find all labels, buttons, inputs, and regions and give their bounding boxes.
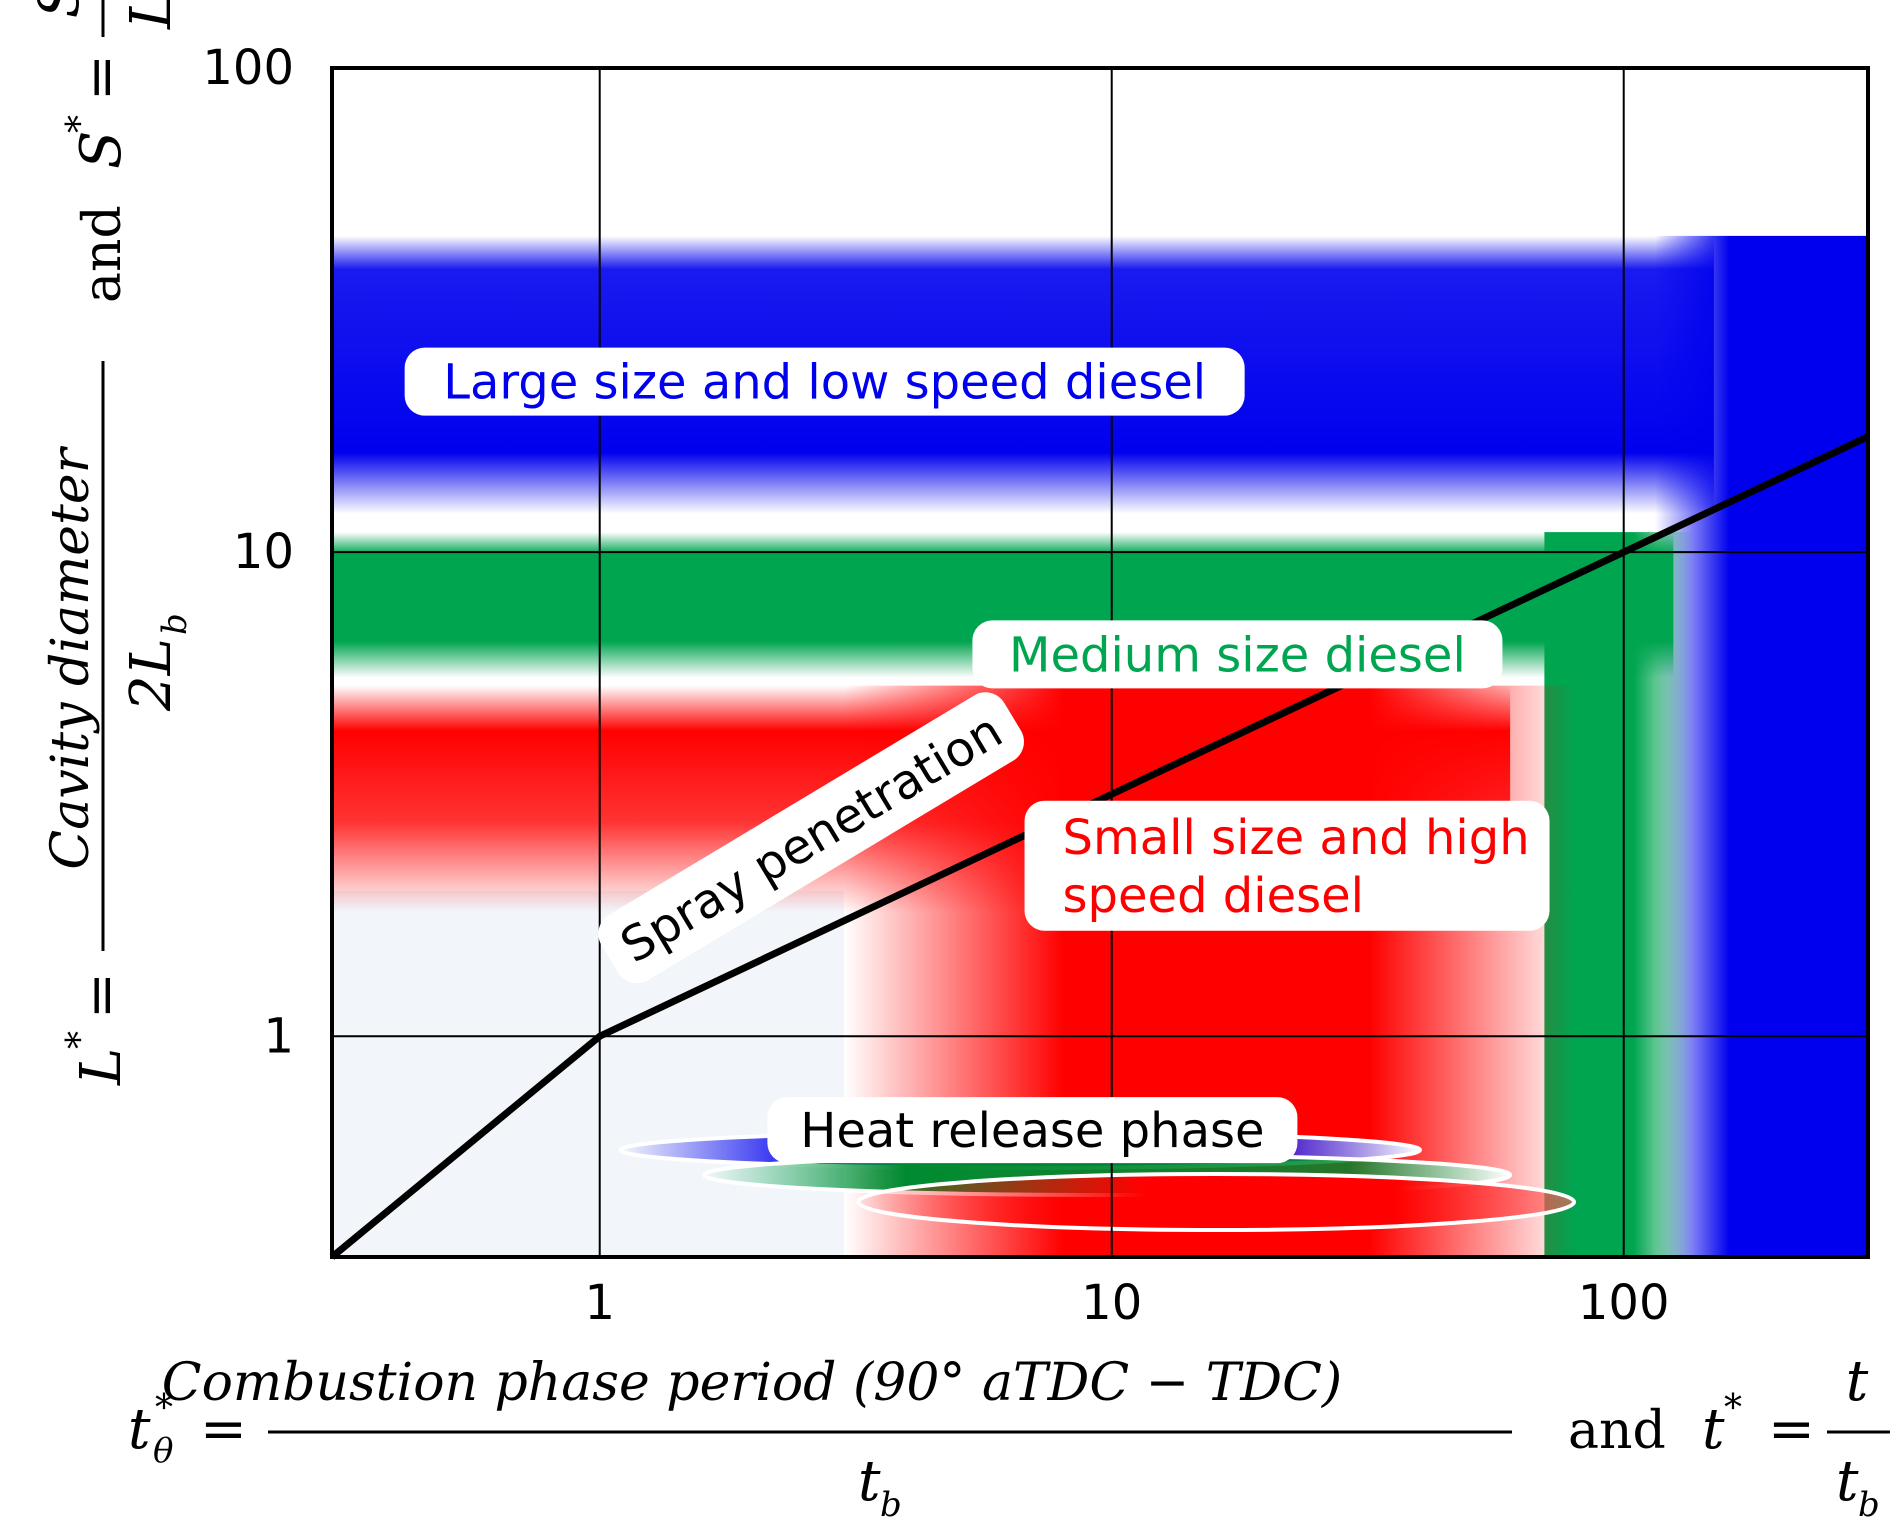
y-tick-label: 100	[202, 40, 294, 96]
xlabel-connector: and	[1568, 1401, 1666, 1461]
xlabel-rhs-equals: =	[1768, 1397, 1815, 1462]
x-tick-label: 10	[1081, 1275, 1142, 1331]
xlabel-rhs-numerator: t	[1846, 1349, 1869, 1414]
ylabel-numerator: Cavity diameter	[41, 445, 101, 869]
ylabel-denominator: 2L	[119, 638, 184, 712]
ylabel-equals: =	[69, 972, 134, 1019]
xlabel-rhs-denominator: t	[1836, 1449, 1859, 1514]
ylabel-lhs-sup: *	[60, 1031, 101, 1049]
y-tick-label: 10	[233, 524, 294, 580]
xlabel-rhs-sup: *	[1724, 1388, 1742, 1429]
ylabel-rhs-numerator: S	[27, 0, 92, 18]
ylabel-rhs: S	[69, 131, 134, 169]
xlabel-numerator: Combustion phase period (90° aTDC − TDC)	[162, 1353, 1342, 1413]
ylabel-rhs-sup: *	[60, 115, 101, 133]
label-small-size-text: speed diesel	[1063, 868, 1364, 924]
xlabel-equals: =	[200, 1397, 247, 1462]
label-small-size-text: Small size and high	[1063, 810, 1530, 866]
label-large-size-box	[404, 347, 1245, 416]
x-tick-label: 1	[584, 1275, 615, 1331]
xlabel-rhs-denominator-sub: b	[1858, 1485, 1880, 1525]
label-medium-size-text: Medium size diesel	[1009, 627, 1466, 683]
heat-ellipse-red	[856, 1172, 1577, 1232]
label-large-size-text: Large size and low speed diesel	[443, 355, 1206, 411]
ylabel-rhs-denominator: L	[119, 0, 184, 30]
label-spray-penetration-box	[598, 692, 1024, 984]
label-small-size-box	[1024, 800, 1550, 931]
y-tick-label: 1	[263, 1008, 294, 1064]
ticks-layer: 1 10 100 1 10 100	[202, 40, 1669, 1331]
label-heat-release: Heat release phase	[767, 1097, 1298, 1164]
xlabel-lhs-sub: θ	[153, 1431, 173, 1471]
label-medium-size: Medium size diesel	[972, 620, 1503, 689]
xlabel-denominator-sub: b	[880, 1485, 902, 1525]
label-heat-release-text: Heat release phase	[800, 1103, 1264, 1159]
ylabel-rhs-equals: =	[69, 54, 134, 101]
xlabel-lhs-sup: *	[155, 1388, 173, 1429]
label-large-size: Large size and low speed diesel	[404, 347, 1245, 416]
ylabel-connector: and	[73, 205, 133, 303]
xlabel-lhs: t	[128, 1397, 151, 1462]
x-axis-label: t * θ = Combustion phase period (90° aTD…	[128, 1349, 1890, 1525]
x-tick-label: 100	[1578, 1275, 1670, 1331]
xlabel-denominator: t	[858, 1449, 881, 1514]
ylabel-denominator-sub: b	[155, 613, 195, 635]
label-medium-size-box	[972, 620, 1503, 689]
light-region	[332, 890, 844, 1257]
label-heat-release-box	[767, 1097, 1298, 1164]
y-axis-label: L * = Cavity diameter 2L b and S * = S L…	[27, 0, 195, 1086]
xlabel-rhs: t	[1702, 1397, 1725, 1462]
ylabel-lhs: L	[69, 1048, 134, 1086]
plot-frame	[330, 66, 1870, 1259]
